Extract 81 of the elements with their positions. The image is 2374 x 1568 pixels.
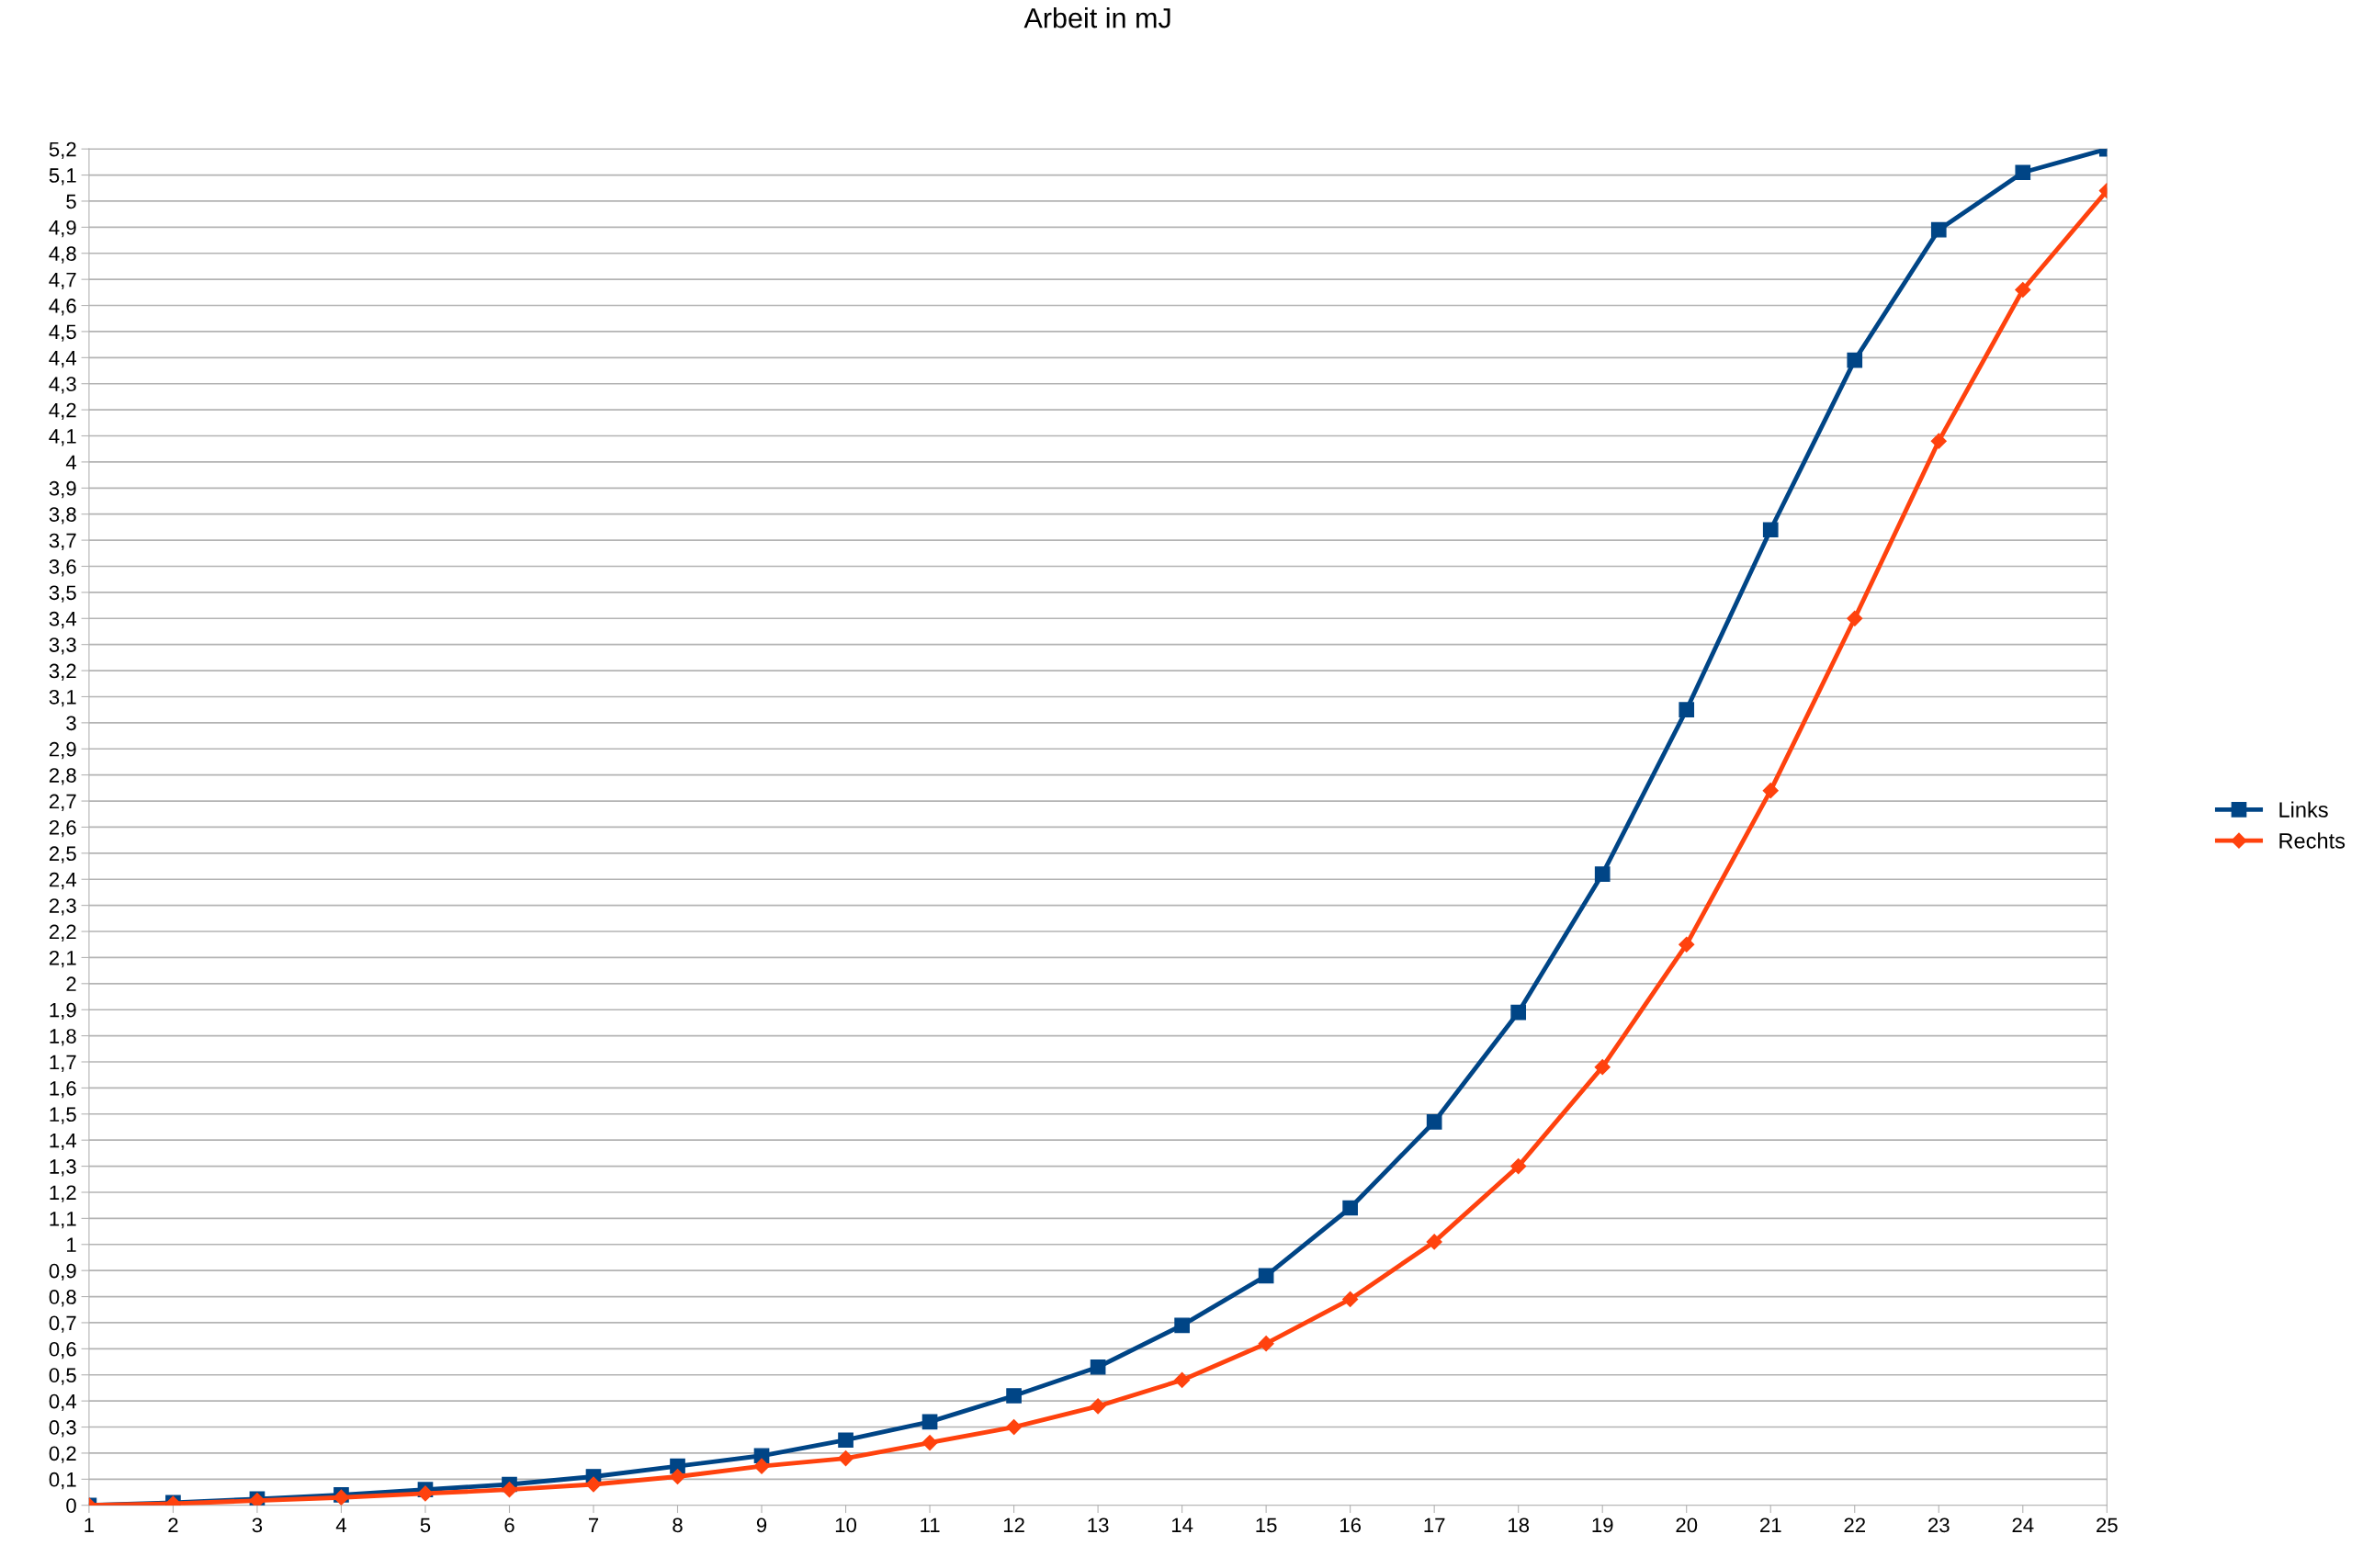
y-tick-label: 2,2 bbox=[49, 924, 76, 942]
x-tick-label: 8 bbox=[673, 1517, 683, 1533]
y-tick-label: 1,8 bbox=[50, 1029, 76, 1046]
x-tick-label: 19 bbox=[1592, 1517, 1613, 1533]
y-tick-label: 3,1 bbox=[49, 690, 76, 707]
x-tick-label: 24 bbox=[2012, 1517, 2034, 1533]
y-tick-label: 3,7 bbox=[49, 533, 76, 550]
y-tick-label: 2,1 bbox=[49, 950, 76, 968]
y-tick-label: 4,6 bbox=[49, 299, 76, 316]
x-tick-label: 16 bbox=[1340, 1517, 1362, 1533]
y-tick-label: 4,9 bbox=[49, 220, 76, 238]
y-tick-label: 2,6 bbox=[49, 819, 76, 838]
x-tick-label: 18 bbox=[1509, 1517, 1530, 1533]
y-tick-label: 4,3 bbox=[49, 377, 76, 394]
y-tick-label: 1,7 bbox=[50, 1055, 76, 1072]
chart-title: Arbeit in mJ bbox=[1023, 7, 1170, 28]
x-tick-label: 2 bbox=[168, 1517, 178, 1533]
y-tick-label: 3 bbox=[66, 716, 76, 731]
x-tick-label: 4 bbox=[335, 1517, 346, 1533]
y-tick-label: 5 bbox=[66, 194, 76, 209]
x-tick-label: 1 bbox=[85, 1517, 94, 1533]
y-tick-label: 2,8 bbox=[49, 768, 76, 785]
y-tick-label: 4 bbox=[65, 455, 77, 469]
y-tick-label: 4,1 bbox=[49, 429, 76, 446]
y-tick-label: 4,2 bbox=[49, 402, 76, 421]
y-tick-label: 1,5 bbox=[50, 1107, 76, 1124]
y-tick-label: 1,3 bbox=[50, 1159, 76, 1177]
y-tick-label: 2,5 bbox=[49, 846, 76, 863]
y-tick-label: 1,9 bbox=[50, 1002, 76, 1021]
x-tick-label: 23 bbox=[1928, 1517, 1950, 1533]
y-tick-label: 0,6 bbox=[49, 1341, 76, 1359]
y-tick-label: 4,4 bbox=[49, 351, 77, 368]
y-tick-label: 4,8 bbox=[49, 246, 76, 264]
y-tick-label: 3,2 bbox=[49, 663, 76, 681]
y-tick-label: 2,3 bbox=[49, 898, 76, 916]
y-tick-label: 3,3 bbox=[49, 637, 76, 655]
y-tick-label: 0,1 bbox=[49, 1472, 76, 1490]
x-tick-label: 12 bbox=[1003, 1517, 1024, 1533]
y-tick-label: 1 bbox=[67, 1237, 76, 1252]
x-tick-label: 20 bbox=[1676, 1517, 1698, 1533]
y-tick-label: 5,1 bbox=[49, 168, 76, 186]
y-tick-label: 1,6 bbox=[50, 1080, 76, 1099]
y-tick-label: 0,4 bbox=[49, 1393, 77, 1412]
y-tick-label: 3,5 bbox=[49, 585, 76, 603]
y-tick-label: 0,7 bbox=[49, 1315, 76, 1333]
y-tick-label: 2,9 bbox=[49, 741, 76, 760]
x-tick-label: 7 bbox=[588, 1517, 599, 1533]
x-tick-label: 21 bbox=[1759, 1517, 1781, 1533]
y-tick-label: 0,5 bbox=[49, 1368, 76, 1385]
y-tick-label: 2,4 bbox=[49, 872, 77, 890]
y-tick-label: 4,7 bbox=[49, 272, 76, 290]
y-tick-label: 3,6 bbox=[49, 559, 76, 577]
y-tick-label: 3,4 bbox=[49, 611, 77, 629]
y-tick-label: 4,5 bbox=[49, 324, 76, 342]
x-tick-label: 5 bbox=[420, 1517, 431, 1533]
y-tick-label: 0,8 bbox=[49, 1290, 76, 1307]
x-tick-label: 17 bbox=[1424, 1517, 1445, 1533]
y-tick-label: 1,1 bbox=[50, 1212, 76, 1229]
x-tick-label: 11 bbox=[921, 1517, 940, 1533]
x-tick-label: 25 bbox=[2097, 1517, 2118, 1533]
y-tick-label: 5,2 bbox=[49, 141, 76, 160]
x-tick-label: 9 bbox=[756, 1517, 767, 1533]
legend-label: Links bbox=[2279, 801, 2328, 818]
x-tick-label: 3 bbox=[252, 1517, 263, 1533]
x-tick-label: 6 bbox=[504, 1517, 514, 1533]
y-tick-label: 1,2 bbox=[50, 1185, 76, 1202]
x-tick-label: 10 bbox=[835, 1517, 857, 1533]
y-tick-label: 3,8 bbox=[49, 507, 76, 525]
legend-label: Rechts bbox=[2279, 832, 2346, 849]
y-tick-label: 2 bbox=[66, 976, 76, 991]
x-tick-label: 13 bbox=[1088, 1517, 1109, 1533]
y-tick-label: 2,7 bbox=[49, 794, 76, 811]
x-tick-label: 14 bbox=[1171, 1517, 1193, 1533]
y-tick-label: 0,2 bbox=[49, 1446, 76, 1463]
y-tick-label: 0,9 bbox=[49, 1263, 76, 1281]
y-tick-label: 3,9 bbox=[49, 480, 76, 499]
x-tick-label: 22 bbox=[1844, 1517, 1865, 1533]
y-tick-label: 1,4 bbox=[50, 1133, 77, 1151]
y-tick-label: 0 bbox=[66, 1498, 76, 1513]
y-tick-label: 0,3 bbox=[49, 1420, 76, 1438]
x-tick-label: 15 bbox=[1256, 1517, 1277, 1533]
